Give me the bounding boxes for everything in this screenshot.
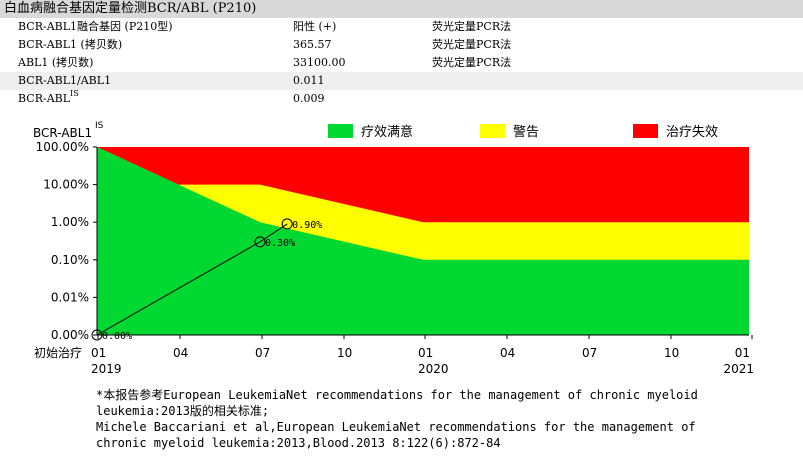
result-name: BCR-ABLIS: [18, 90, 79, 108]
data-point: [254, 236, 266, 248]
legend-label: 治疗失效: [666, 125, 718, 140]
result-row-ratio: BCR-ABL1/ABL1 0.011: [0, 72, 803, 90]
legend-label: 疗效满意: [361, 124, 413, 140]
y-axis-label-sup: IS: [95, 121, 104, 131]
y-tick-label: 10.00%: [43, 178, 89, 192]
x-tick-label: 04: [173, 346, 188, 360]
y-tick-label: 0.00%: [51, 328, 89, 342]
result-row-fusion: BCR-ABL1融合基因 (P210型) 阳性 (+) 荧光定量PCR法: [0, 18, 803, 36]
result-value: 0.009: [293, 92, 325, 105]
note-line-2: leukemia:2013版的相关标准;: [96, 404, 270, 418]
result-line: [96, 223, 288, 336]
x-tick-label: 07: [582, 346, 597, 360]
result-name: ABL1 (拷贝数): [18, 56, 94, 69]
x-tick-label: 10: [337, 346, 352, 360]
y-axis-label: BCR-ABL1: [33, 126, 92, 140]
result-row-abl1-copies: ABL1 (拷贝数) 33100.00 荧光定量PCR法: [0, 54, 803, 72]
result-name-text: BCR-ABL: [18, 92, 71, 105]
x-tick-label: 01: [735, 346, 750, 360]
result-value: 365.57: [293, 38, 332, 51]
optimal-zone: [97, 147, 749, 335]
data-point: [91, 329, 103, 341]
result-name: BCR-ABL1融合基因 (P210型): [18, 20, 173, 33]
result-value: 阳性 (+): [293, 20, 337, 33]
data-label: 0.90%: [292, 220, 322, 231]
result-row-is: BCR-ABLIS 0.009: [0, 90, 803, 108]
y-tick-label: 0.01%: [51, 290, 89, 304]
y-tick-label: 100.00%: [36, 140, 89, 154]
y-tick-label: 1.00%: [51, 215, 89, 229]
bcr-abl-chart: 100.00%10.00%1.00%0.10%0.01%0.00%BCR-ABL…: [33, 121, 754, 376]
result-method: 荧光定量PCR法: [432, 38, 512, 51]
x-tick-label: 04: [500, 346, 515, 360]
result-method: 荧光定量PCR法: [432, 56, 512, 69]
x-tick-label: 01: [418, 346, 433, 360]
x-tick-label: 07: [255, 346, 270, 360]
result-name: BCR-ABL1 (拷贝数): [18, 38, 123, 51]
data-label: 0.00%: [102, 331, 132, 342]
x-year-label: 2021: [723, 362, 754, 376]
legend-label: 警告: [513, 124, 539, 140]
legend-swatch: [633, 124, 658, 138]
x-year-label: 2019: [91, 362, 122, 376]
result-row-bcr-abl1-copies: BCR-ABL1 (拷贝数) 365.57 荧光定量PCR法: [0, 36, 803, 54]
data-label: 0.30%: [265, 238, 295, 249]
note-line-3: Michele Baccariani et al,European Leukem…: [96, 420, 696, 434]
data-point: [281, 218, 293, 230]
x-year-label: 2020: [418, 362, 449, 376]
result-name: BCR-ABL1/ABL1: [18, 74, 112, 87]
result-name-sup: IS: [70, 89, 79, 98]
note-line-1: *本报告参考European LeukemiaNet recommendatio…: [96, 388, 698, 402]
y-tick-label: 0.10%: [51, 253, 89, 267]
x-tick-label: 10: [664, 346, 679, 360]
x-tick-label: 初始治疗: [34, 346, 82, 360]
x-tick-label: 01: [91, 346, 106, 360]
result-method: 荧光定量PCR法: [432, 20, 512, 33]
legend-swatch: [480, 124, 505, 138]
note-line-4: chronic myeloid leukemia:2013,Blood.2013…: [96, 436, 501, 450]
legend-swatch: [328, 124, 353, 138]
result-value: 0.011: [293, 74, 325, 87]
report-title: 白血病融合基因定量检测BCR/ABL (P210): [0, 0, 803, 18]
result-value: 33100.00: [293, 56, 346, 69]
